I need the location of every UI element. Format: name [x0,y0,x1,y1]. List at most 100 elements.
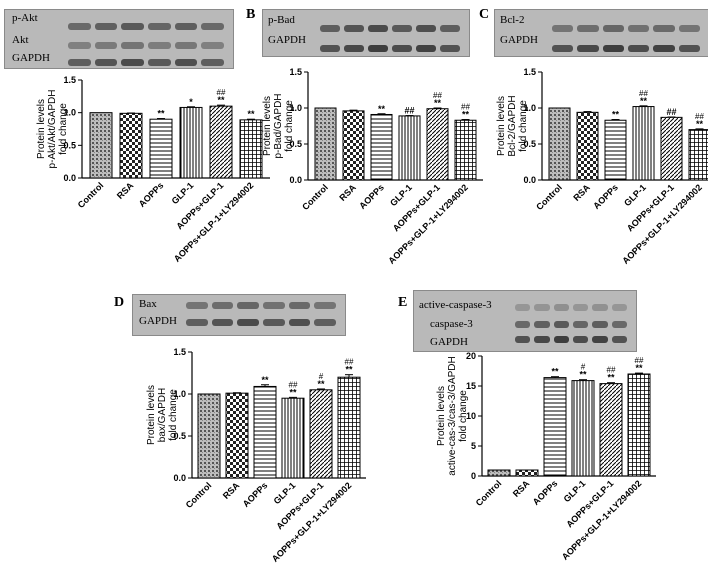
y-tick-label: 15 [466,381,476,391]
blot-band [577,45,599,52]
significance-mark: ** [345,365,353,375]
y-axis-label: active-cas-3/cas-3/GAPDH [447,356,458,475]
blot-band [121,42,144,49]
category-label: Control [534,182,564,212]
significance-mark: ** [635,363,643,373]
category-label: AOPPs [357,182,386,211]
significance-mark: ** [157,109,165,119]
blot-band [174,23,198,30]
category-label: RSA [511,478,532,499]
blot-band [344,45,364,52]
category-label: GLP-1 [562,478,588,504]
blot-band [553,304,569,311]
bar-chart: 0 5 10 15 20 Protein levels active-cas-3/cas-3… [436,351,656,562]
blot-band [148,23,171,30]
blot-label: p-Akt [12,12,38,24]
blot-band [263,319,285,326]
category-label: RSA [571,182,592,203]
significance-mark: ** [640,96,648,106]
category-label: Control [300,182,330,212]
panel-letter: C [479,7,490,22]
y-tick-label: 1.5 [289,67,302,77]
significance-mark: * [189,97,193,107]
y-axis-label: Protein levels [496,96,507,156]
bar-control [89,112,113,179]
blot-band [94,59,118,66]
y-tick-label: 0.5 [289,139,302,149]
significance-mark: ** [317,379,325,389]
blot-band [552,25,574,32]
significance-mark: ## [461,103,470,112]
significance-mark: ## [695,112,704,121]
blot-band [416,45,436,52]
blot-band [573,336,589,343]
blot-band [534,304,550,311]
bar-aopps-glp-1-ly294002 [337,376,361,479]
blot-band [174,59,198,66]
blot-band [320,25,340,32]
western-blot [262,9,470,57]
blot-band [314,319,336,326]
blot-band [534,336,550,343]
blot-band [68,23,91,30]
y-axis-label: Bcl-2/GAPDH [507,95,518,156]
panel-letter: E [398,295,408,310]
western-blot [494,9,708,57]
category-label: Control [76,180,106,210]
bar-glp-1 [571,380,595,477]
y-tick-label: 1.0 [63,108,76,118]
blot-band [592,304,608,311]
blot-band [392,45,412,52]
blot-band [515,304,531,311]
y-axis-label: p-Bad/GAPDH [273,93,284,158]
y-tick-label: 0.5 [63,140,76,150]
bar-aopps-glp-1 [660,116,683,181]
y-tick-label: 0.0 [173,473,186,483]
y-axis-label: fold change [284,100,295,152]
category-label: AOPPs [137,180,166,209]
y-axis-label: p-Akt/Akt/GAPDH [47,90,58,169]
significance-mark: # [581,363,586,372]
category-label: RSA [115,180,136,201]
bar-glp-1 [179,106,203,179]
bar-chart: 0.0 0.5 1.0 1.5 Protein levels Bcl-2/GAPDH fol… [496,67,708,266]
y-tick-label: 5 [471,441,476,451]
blot-label: GAPDH [12,52,50,64]
blot-band [237,302,259,309]
bar-rsa [225,392,249,479]
blot-band [68,42,91,49]
significance-mark: ** [261,375,269,385]
blot-band [201,42,224,49]
blot-band [515,336,531,343]
bar-aopps-glp-1 [309,389,333,479]
bar-glp-1 [632,106,655,181]
blot-band [94,23,118,30]
western-blot [132,294,346,336]
blot-band [288,302,311,309]
significance-mark: ** [462,110,470,120]
bar-rsa [342,110,365,181]
bar-rsa [576,111,599,181]
blot-band [368,25,388,32]
blot-band [148,42,171,49]
significance-mark: ## [607,366,616,375]
blot-label: GAPDH [430,336,468,348]
category-label: GLP-1 [388,182,414,208]
significance-mark: ## [635,356,644,365]
bar-chart: 0.0 0.5 1.0 1.5 Protein levels p-Bad/GAPDH fol… [262,67,483,266]
bar-rsa [119,112,143,179]
blot-band [148,59,171,66]
blot-band [121,23,144,30]
blot-band [211,302,234,309]
y-axis-label: fold change [168,389,179,441]
blot-label: Bax [139,298,157,310]
y-tick-label: 0.5 [173,431,186,441]
y-axis-label: fold change [58,103,69,155]
blot-band [628,25,650,32]
bar-aopps [604,119,627,181]
blot-band [678,25,700,32]
blot-band [602,25,624,32]
bar-control [314,107,337,181]
significance-mark: # [319,372,324,381]
blot-band [592,321,608,328]
